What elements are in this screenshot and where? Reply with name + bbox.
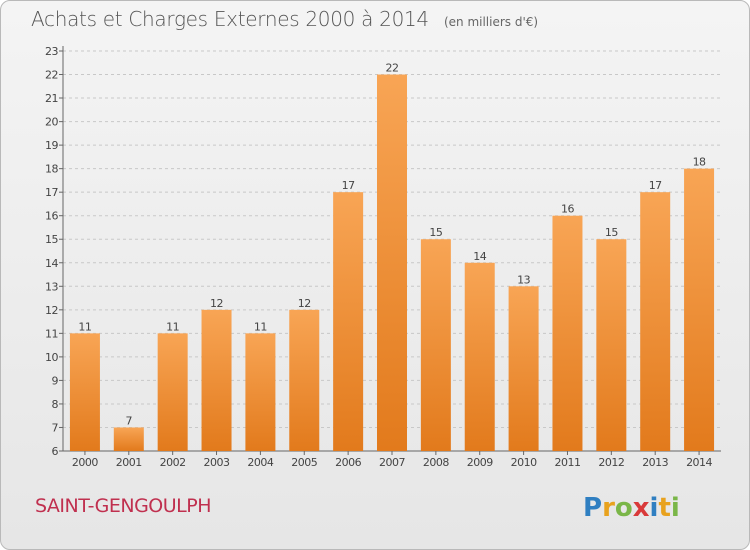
- data-label: 17: [342, 179, 355, 192]
- data-label: 12: [298, 297, 311, 310]
- y-tick-label: 14: [45, 257, 58, 270]
- proxiti-logo: Proxiti: [581, 490, 691, 524]
- chart-subtitle: (en milliers d'€): [443, 15, 539, 29]
- data-label: 16: [561, 203, 574, 216]
- y-tick-label: 20: [45, 116, 58, 129]
- x-tick-label: 2010: [511, 456, 537, 469]
- y-tick-label: 8: [52, 398, 59, 411]
- y-axis-ticks: 6 7 8 9 10 11 12 13 14 15 16 17 18 19 20 21 22 23: [45, 45, 63, 458]
- x-axis-ticks: 2000 2001 2002 2003 2004 2005 2006 2007 2008 2009…: [72, 451, 713, 469]
- data-label: 17: [649, 179, 662, 192]
- x-tick-label: 2012: [598, 456, 624, 469]
- x-tick-label: 2000: [72, 456, 98, 469]
- bar: [113, 427, 144, 451]
- data-label: 11: [166, 320, 179, 333]
- bar: [420, 239, 451, 451]
- x-tick-label: 2002: [160, 456, 186, 469]
- x-tick-label: 2001: [116, 456, 142, 469]
- y-tick-label: 22: [45, 69, 58, 82]
- bar: [201, 309, 232, 451]
- x-tick-label: 2003: [204, 456, 230, 469]
- bar: [552, 215, 583, 451]
- bar: [289, 309, 320, 451]
- y-tick-label: 11: [45, 327, 58, 340]
- chart-title: Achats et Charges Externes 2000 à 2014: [31, 7, 429, 31]
- data-label: 7: [126, 414, 133, 427]
- bar: [377, 74, 407, 451]
- y-tick-label: 10: [45, 351, 58, 364]
- x-tick-label: 2007: [379, 456, 405, 469]
- data-label: 14: [473, 250, 486, 263]
- commune-name: SAINT-GENGOULPH: [35, 495, 212, 517]
- x-tick-label: 2008: [423, 456, 449, 469]
- data-label: 22: [386, 62, 399, 75]
- data-label: 15: [429, 226, 442, 239]
- bar: [640, 192, 671, 452]
- y-tick-label: 7: [52, 421, 59, 434]
- bar: [464, 262, 495, 451]
- bar: [245, 333, 276, 451]
- x-tick-label: 2004: [247, 456, 273, 469]
- bar: [157, 333, 188, 451]
- data-label: 18: [693, 156, 706, 169]
- data-labels: 11 7 11 12 11 12 17 22 15 14 13 16 15 17 18: [78, 62, 706, 428]
- chart-title-block: Achats et Charges Externes 2000 à 2014 (…: [31, 7, 538, 31]
- data-label: 15: [605, 226, 618, 239]
- x-tick-label: 2011: [554, 456, 580, 469]
- y-tick-label: 18: [45, 163, 58, 176]
- data-label: 13: [517, 273, 530, 286]
- y-tick-label: 21: [45, 92, 58, 105]
- y-tick-label: 9: [52, 374, 59, 387]
- data-label: 12: [210, 297, 223, 310]
- y-tick-label: 15: [45, 233, 58, 246]
- bar: [333, 192, 364, 452]
- data-label: 11: [78, 320, 91, 333]
- x-tick-label: 2005: [291, 456, 317, 469]
- data-label: 11: [254, 320, 267, 333]
- bar: [596, 239, 627, 451]
- x-tick-label: 2009: [467, 456, 493, 469]
- bar: [684, 168, 715, 451]
- y-tick-label: 6: [52, 445, 59, 458]
- svg-text:Proxiti: Proxiti: [583, 493, 680, 523]
- x-tick-label: 2006: [335, 456, 361, 469]
- bar: [69, 333, 100, 451]
- bars: [69, 74, 715, 452]
- y-tick-label: 23: [45, 45, 58, 58]
- bar: [508, 286, 539, 451]
- x-tick-label: 2014: [686, 456, 712, 469]
- x-tick-label: 2013: [642, 456, 668, 469]
- y-tick-label: 17: [45, 186, 58, 199]
- y-tick-label: 19: [45, 139, 58, 152]
- y-tick-label: 16: [45, 210, 58, 223]
- y-tick-label: 12: [45, 304, 58, 317]
- y-tick-label: 13: [45, 280, 58, 293]
